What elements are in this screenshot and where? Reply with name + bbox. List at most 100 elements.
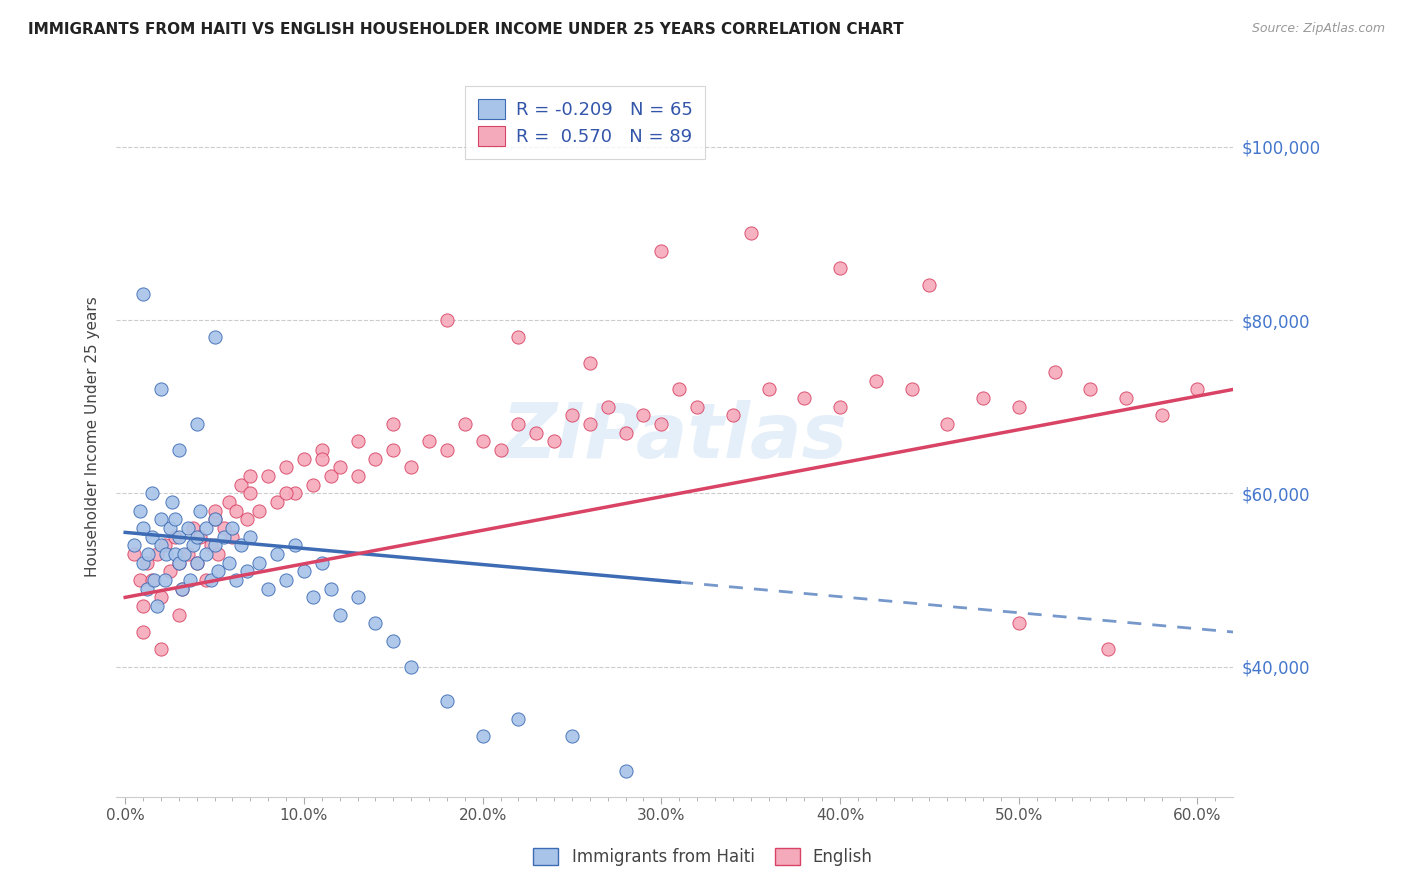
Point (471, 729, 494, 743)
Point (614, 425, 637, 440)
Point (167, 530, 190, 544)
Point (311, 556, 333, 570)
Point (399, 659, 422, 673)
Point (186, 417, 208, 431)
Point (204, 538, 226, 552)
Point (524, 425, 547, 440)
Point (141, 573, 163, 587)
Point (436, 694, 458, 708)
Point (311, 451, 333, 466)
Point (204, 330, 226, 344)
Point (231, 477, 253, 491)
Point (247, 556, 270, 570)
Point (936, 417, 959, 431)
Text: ZIPatlas: ZIPatlas (502, 400, 848, 474)
Point (177, 547, 200, 561)
Point (274, 460, 297, 475)
Point (828, 261, 851, 276)
Point (471, 434, 494, 449)
Point (1187, 383, 1209, 397)
Point (177, 521, 200, 535)
Point (221, 521, 243, 535)
Point (436, 313, 458, 327)
Point (721, 409, 744, 423)
Point (508, 712, 530, 726)
Point (686, 400, 709, 414)
Point (153, 538, 176, 552)
Point (149, 512, 172, 526)
Point (972, 391, 994, 405)
Point (153, 573, 176, 587)
Point (274, 486, 297, 500)
Point (239, 469, 262, 483)
Point (188, 530, 211, 544)
Point (319, 469, 342, 483)
Point (135, 556, 157, 570)
Point (436, 443, 458, 458)
Point (221, 530, 243, 544)
Point (454, 417, 477, 431)
Point (508, 330, 530, 344)
Point (1078, 383, 1101, 397)
Point (173, 547, 195, 561)
Point (235, 512, 257, 526)
Point (247, 504, 270, 518)
Point (1043, 365, 1066, 379)
Point (172, 582, 194, 596)
Point (186, 530, 208, 544)
Point (204, 512, 226, 526)
Legend: Immigrants from Haiti, English: Immigrants from Haiti, English (524, 840, 882, 875)
Point (382, 633, 405, 648)
Point (266, 547, 288, 561)
Point (239, 530, 262, 544)
Point (346, 591, 368, 605)
Point (132, 556, 155, 570)
Point (274, 573, 297, 587)
Point (218, 556, 240, 570)
Point (382, 417, 405, 431)
Point (302, 477, 325, 491)
Point (758, 383, 780, 397)
Point (212, 530, 235, 544)
Point (165, 547, 187, 561)
Point (207, 547, 229, 561)
Point (138, 547, 160, 561)
Point (132, 625, 155, 640)
Point (543, 434, 565, 449)
Point (132, 287, 155, 301)
Point (181, 538, 204, 552)
Point (141, 486, 163, 500)
Point (828, 400, 851, 414)
Point (122, 538, 145, 552)
Point (596, 400, 619, 414)
Point (225, 504, 247, 518)
Point (257, 582, 280, 596)
Point (257, 469, 280, 483)
Point (225, 573, 247, 587)
Point (284, 486, 307, 500)
Point (650, 417, 672, 431)
Point (284, 538, 307, 552)
Point (128, 504, 150, 518)
Point (1097, 642, 1119, 657)
Point (141, 530, 163, 544)
Point (218, 495, 240, 509)
Point (212, 521, 235, 535)
Point (165, 530, 187, 544)
Point (668, 383, 690, 397)
Point (329, 460, 352, 475)
Point (146, 547, 169, 561)
Point (149, 383, 172, 397)
Point (155, 547, 177, 561)
Point (292, 451, 315, 466)
Point (239, 486, 262, 500)
Point (146, 599, 169, 613)
Text: Source: ZipAtlas.com: Source: ZipAtlas.com (1251, 22, 1385, 36)
Point (188, 504, 211, 518)
Point (346, 434, 368, 449)
Point (167, 556, 190, 570)
Point (1115, 391, 1137, 405)
Point (302, 591, 325, 605)
Point (346, 469, 368, 483)
Point (194, 521, 217, 535)
